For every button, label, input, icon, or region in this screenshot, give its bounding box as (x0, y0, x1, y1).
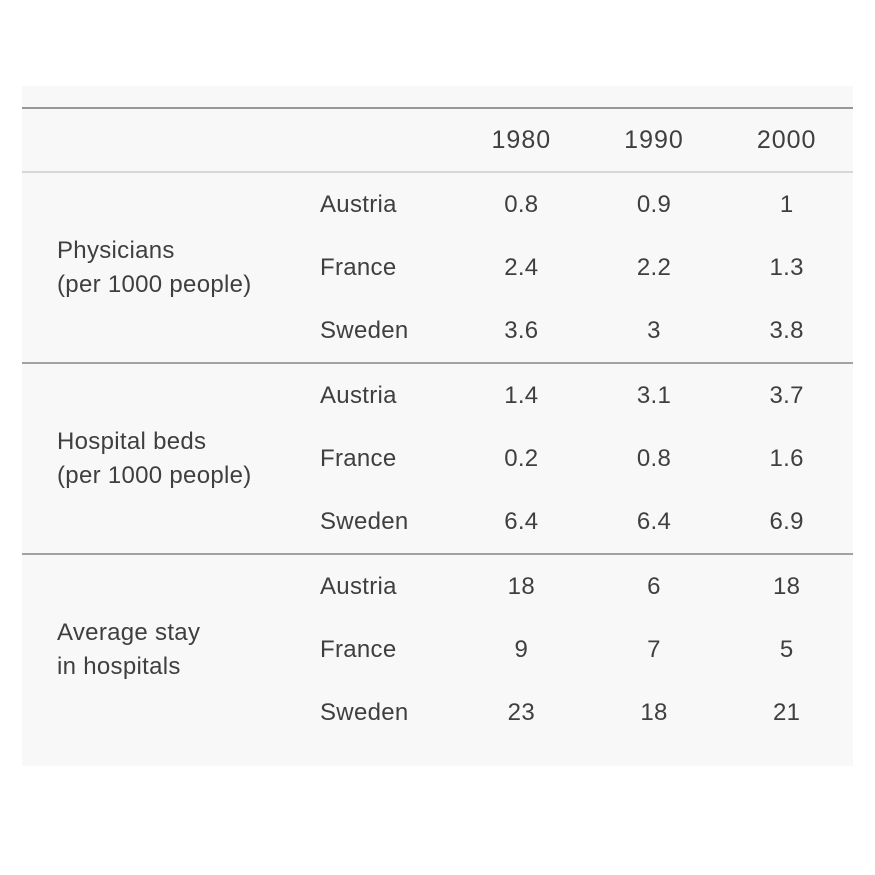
country-label: Austria (320, 381, 397, 409)
row-group-label-line: (per 1000 people) (57, 461, 252, 489)
value-cell: 6 (647, 572, 661, 600)
country-label: Austria (320, 190, 397, 218)
value-cell: 2.4 (504, 253, 539, 281)
value-cell: 2.2 (636, 253, 672, 281)
row-group-label-line: in hospitals (57, 652, 181, 680)
row-group-label-line: Average stay (57, 619, 201, 647)
section-hospital-beds: Hospital beds (per 1000 people) Austria … (22, 362, 853, 553)
value-cell: 5 (779, 635, 794, 663)
country-label: Austria (320, 572, 397, 600)
row-group-label-line: Hospital beds (57, 428, 207, 456)
value-cell: 3 (647, 316, 661, 344)
section-physicians: Physicians (per 1000 people) Austria 0.8… (22, 173, 853, 362)
value-cell: 18 (640, 698, 668, 726)
country-label: Sweden (320, 507, 409, 535)
column-header-2000: 2000 (756, 125, 817, 154)
value-cell: 7 (647, 635, 661, 663)
country-label: France (320, 444, 397, 472)
value-cell: 1 (779, 190, 794, 218)
value-cell: 1.4 (504, 381, 539, 409)
health-statistics-table: 1980 1990 2000 Physicians (per 1000 peop… (22, 86, 853, 766)
value-cell: 18 (773, 572, 801, 600)
value-cell: 6.9 (769, 507, 804, 535)
value-cell: 3.7 (769, 381, 804, 409)
row-group-label-line: Physicians (57, 237, 175, 265)
row-group-label-hospital-beds: Hospital beds (per 1000 people) (22, 364, 307, 553)
value-cell: 18 (507, 572, 535, 600)
country-label: Sweden (320, 316, 409, 344)
row-group-label-average-stay: Average stay in hospitals (22, 555, 307, 744)
value-cell: 3.6 (504, 316, 539, 344)
value-cell: 21 (773, 698, 801, 726)
column-header-1980: 1980 (491, 125, 552, 154)
country-label: France (320, 635, 397, 663)
value-cell: 3.8 (769, 316, 804, 344)
table-header-row: 1980 1990 2000 (22, 109, 853, 173)
country-label: France (320, 253, 397, 281)
row-group-label-line: (per 1000 people) (57, 270, 252, 298)
value-cell: 0.2 (504, 444, 539, 472)
value-cell: 0.9 (636, 190, 672, 218)
value-cell: 3.1 (636, 381, 672, 409)
table-top-strip (22, 86, 853, 109)
country-label: Sweden (320, 698, 409, 726)
value-cell: 1.3 (769, 253, 804, 281)
value-cell: 6.4 (504, 507, 539, 535)
column-header-1990: 1990 (624, 125, 684, 154)
value-cell: 0.8 (636, 444, 672, 472)
section-average-stay: Average stay in hospitals Austria 18 6 1… (22, 553, 853, 766)
row-group-label-physicians: Physicians (per 1000 people) (22, 173, 307, 362)
value-cell: 6.4 (636, 507, 672, 535)
value-cell: 0.8 (504, 190, 539, 218)
value-cell: 9 (514, 635, 529, 663)
value-cell: 23 (507, 698, 535, 726)
value-cell: 1.6 (769, 444, 804, 472)
